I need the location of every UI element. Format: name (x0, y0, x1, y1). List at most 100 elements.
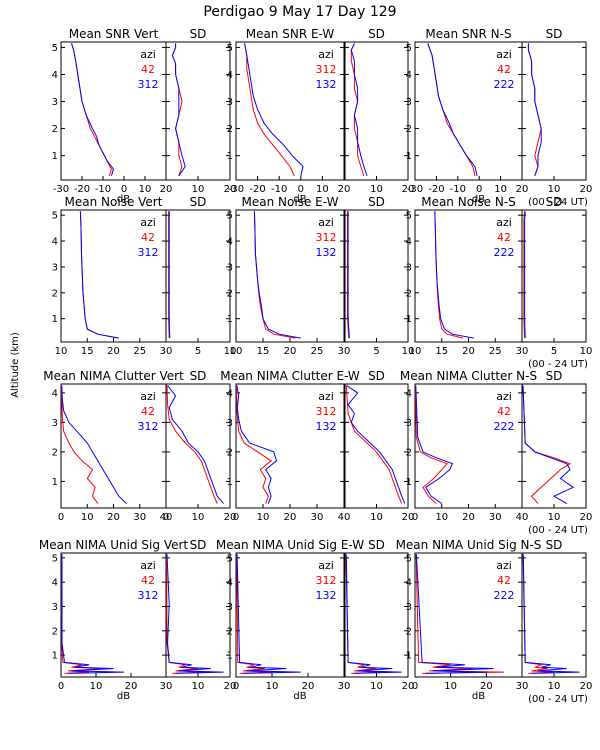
x-tick-label: 20 (125, 681, 138, 692)
x-tick-label: 20 (284, 346, 297, 357)
x-tick-label: 0 (412, 681, 418, 692)
y-tick-label: 4 (406, 578, 412, 589)
x-tick-label: 20 (224, 512, 237, 523)
legend-header: azi (496, 48, 512, 61)
panel-title: Mean NIMA Unid Sig N-S (396, 538, 542, 552)
series-line-42 (527, 43, 542, 177)
panel-title: SD (368, 27, 385, 41)
y-tick-label: 4 (406, 388, 412, 399)
y-tick-label: 5 (52, 211, 58, 222)
y-tick-label: 1 (227, 477, 233, 488)
legend-entry-42: 42 (497, 63, 511, 76)
y-tick-label: 3 (52, 418, 58, 429)
x-tick-label: 20 (580, 184, 593, 195)
x-tick-label: -30 (228, 184, 244, 195)
x-tick-label: 20 (462, 346, 475, 357)
series-line-132 (346, 385, 406, 504)
x-tick-label: 20 (302, 681, 315, 692)
legend-entry-312: 312 (138, 246, 159, 259)
time-range-note: (00 - 24 UT) (528, 197, 588, 208)
y-tick-label: 2 (406, 626, 412, 637)
time-range-note: (00 - 24 UT) (528, 359, 588, 370)
x-tick-label: 15 (81, 346, 94, 357)
x-axis-label: dB (472, 691, 485, 702)
figure-title: Perdigao 9 May 17 Day 129 (203, 4, 396, 20)
legend-header: azi (496, 216, 512, 229)
x-tick-label: 10 (316, 184, 329, 195)
y-tick-label: 2 (227, 288, 233, 299)
y-tick-label: 4 (52, 388, 58, 399)
series-line-312 (168, 211, 171, 339)
x-tick-label: 30 (489, 512, 502, 523)
legend-entry-132: 132 (316, 589, 337, 602)
x-tick-label: 10 (580, 346, 593, 357)
panel-title: Mean NIMA Unid Sig E-W (216, 538, 364, 552)
y-tick-label: 3 (406, 602, 412, 613)
x-tick-label: 30 (160, 681, 173, 692)
panel: SD0 10 20 (163, 369, 237, 523)
y-tick-label: 2 (406, 288, 412, 299)
legend-header: azi (496, 390, 512, 403)
x-tick-label: 10 (548, 512, 561, 523)
x-tick-label: 10 (257, 512, 270, 523)
series-line-222 (415, 385, 454, 505)
panel-frame (414, 209, 523, 343)
panel-title: SD (546, 538, 563, 552)
y-tick-label: 4 (52, 70, 58, 81)
x-tick-label: 20 (224, 681, 237, 692)
panel: Mean NIMA Unid Sig E-W 1 2 3 4 5 0 10 20 30 dB azi 3… (216, 538, 364, 702)
x-tick-label: 30 (311, 512, 324, 523)
series-line-42 (79, 211, 119, 339)
x-tick-label: -20 (74, 184, 90, 195)
x-tick-label: -10 (450, 184, 466, 195)
panel-frame (344, 383, 409, 509)
legend-header: azi (318, 216, 334, 229)
x-axis-label: dB (117, 691, 130, 702)
panel-title: Mean Noise Vert (65, 195, 163, 209)
x-tick-label: 5 (551, 346, 557, 357)
series-line-312 (61, 554, 125, 674)
panel: Mean SNR N-S 1 2 3 4 5 -30 -20 -10 0 10 20 dB azi 42 22… (406, 27, 529, 205)
x-tick-label: 30 (160, 346, 173, 357)
y-tick-label: 1 (227, 314, 233, 325)
panel-title: Mean NIMA Clutter N-S (400, 369, 537, 383)
x-tick-label: 25 (489, 346, 502, 357)
x-tick-label: 20 (516, 184, 529, 195)
x-tick-label: 10 (192, 681, 205, 692)
x-tick-label: -10 (271, 184, 287, 195)
x-tick-label: 10 (139, 184, 152, 195)
legend-entry-42: 42 (141, 574, 155, 587)
series-line-222 (415, 554, 494, 674)
x-tick-label: 20 (402, 512, 415, 523)
y-tick-label: 1 (52, 651, 58, 662)
panel-frame (235, 41, 345, 181)
x-tick-label: 10 (370, 681, 383, 692)
x-tick-label: 0 (58, 512, 64, 523)
y-tick-label: 1 (406, 151, 412, 162)
x-tick-label: 25 (311, 346, 324, 357)
x-tick-label: 10 (435, 512, 448, 523)
x-tick-label: 10 (192, 512, 205, 523)
x-tick-label: 10 (444, 681, 457, 692)
series-line-312 (345, 554, 383, 674)
panel-frame (165, 552, 231, 678)
panel-frame (521, 552, 587, 678)
y-tick-label: 2 (227, 124, 233, 135)
y-tick-label: 3 (406, 418, 412, 429)
x-tick-label: 10 (402, 346, 415, 357)
x-tick-label: 0 (58, 681, 64, 692)
series-line-312 (171, 43, 186, 177)
panel-frame (60, 209, 167, 343)
x-tick-label: 30 (338, 346, 351, 357)
panel-title: SD (190, 27, 207, 41)
y-tick-label: 2 (52, 626, 58, 637)
panel: SD 5 10 (165, 195, 236, 357)
y-tick-label: 1 (406, 477, 412, 488)
legend-entry-222: 222 (494, 420, 515, 433)
y-tick-label: 4 (406, 70, 412, 81)
panel-title: SD (368, 195, 385, 209)
x-tick-label: 30 (516, 681, 529, 692)
x-tick-label: 0 (233, 681, 239, 692)
